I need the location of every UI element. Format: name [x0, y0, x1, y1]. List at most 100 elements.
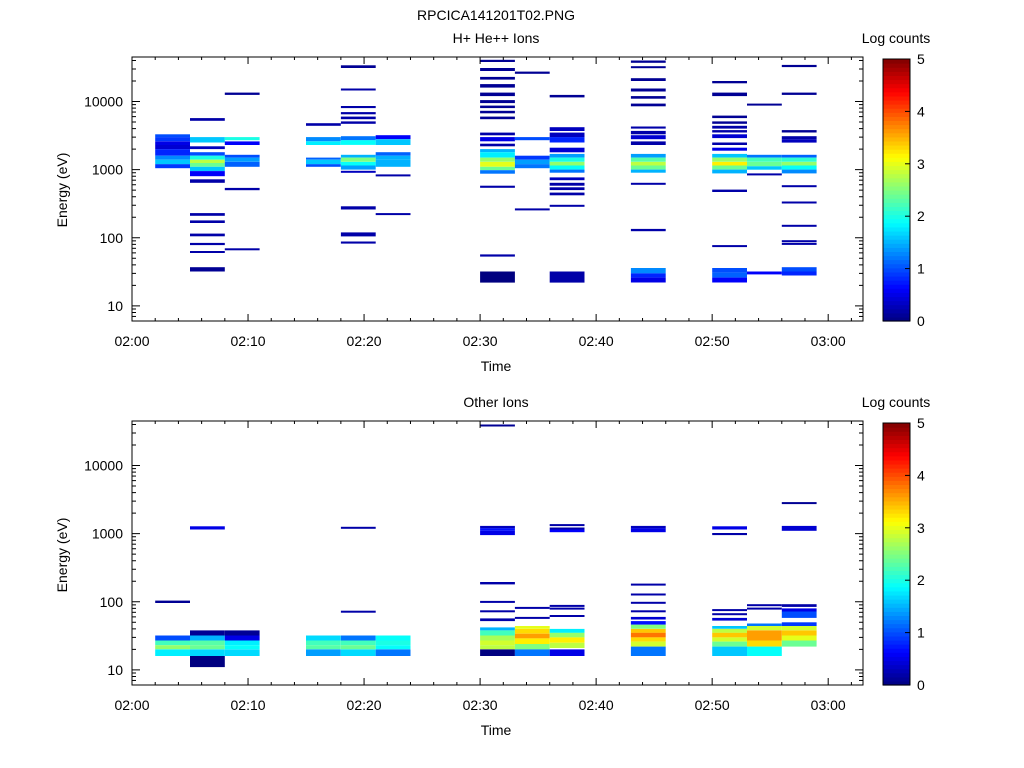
bottom-colorbar-step-62 — [883, 427, 910, 432]
bottom-cell-b8-c10 — [549, 649, 585, 656]
top-cell-b6-c11 — [480, 143, 515, 147]
top-cell-b9-c4 — [630, 96, 666, 99]
top-cell-b6-c18 — [480, 185, 515, 188]
bottom-colorbar-tick-label-0: 0 — [917, 677, 925, 693]
top-cell-b6-c14 — [480, 157, 515, 162]
bottom-colorbar-step-22 — [883, 590, 910, 596]
top-colorbar-step-4 — [883, 300, 910, 306]
top-colorbar-tick-label-4: 4 — [917, 103, 925, 119]
top-colorbar-step-33 — [883, 181, 910, 187]
top-colorbar-step-8 — [883, 284, 910, 289]
top-colorbar-step-38 — [883, 161, 910, 167]
bottom-axes: 02:00 02:10 02:20 02:30 02:40 02:50 03:00 10 100… — [84, 421, 863, 713]
top-cell-b6-c13 — [480, 152, 515, 158]
bottom-cell-b11-c3 — [747, 626, 782, 631]
top-cell-b12-c6 — [781, 157, 817, 162]
top-xtick-label-1: 02:10 — [231, 333, 266, 349]
top-cell-b9-c13 — [630, 165, 666, 170]
top-colorbar-step-10 — [883, 275, 910, 281]
bottom-colorbar-step-6 — [883, 656, 910, 662]
top-cell-b12-c10 — [781, 185, 817, 188]
top-colorbar-step-44 — [883, 136, 910, 142]
bottom-cell-b4-c1 — [340, 610, 376, 613]
top-cell-b8-c4 — [549, 147, 585, 153]
top-cell-b10-c3 — [712, 121, 747, 124]
top-cell-b11-c3 — [747, 161, 782, 167]
top-colorbar-step-41 — [883, 149, 910, 154]
bottom-colorbar-step-60 — [883, 435, 910, 440]
bottom-cell-b9-c7 — [630, 621, 666, 625]
bottom-colorbar-step-40 — [883, 517, 910, 522]
bottom-cell-b12-c3 — [781, 608, 817, 612]
top-cell-b6-c16 — [480, 166, 515, 171]
bottom-cell-b2-c1 — [224, 635, 260, 641]
top-cell-b10-c10 — [712, 157, 747, 162]
bottom-colorbar-step-36 — [883, 533, 910, 539]
bottom-cell-b12-c7 — [781, 630, 817, 636]
bottom-colorbar-step-3 — [883, 668, 910, 674]
top-xtick-label-2: 02:20 — [347, 333, 382, 349]
top-cell-b8-c2 — [549, 132, 585, 138]
bottom-xtick-label-3: 02:30 — [463, 697, 498, 713]
top-cell-b6-c10 — [480, 137, 515, 142]
top-colorbar: 0 1 2 3 4 5 — [882, 51, 925, 329]
bottom-cell-b1-c2 — [190, 635, 225, 641]
bottom-cell-b9-c9 — [630, 628, 666, 633]
bottom-cell-b11-c1 — [747, 607, 782, 610]
bottom-cell-b10-c6 — [712, 628, 747, 633]
top-panel: H+ He++ Ions Log counts 02:00 02:10 02:20 0… — [54, 30, 930, 374]
bottom-ytick-label-3: 10000 — [84, 458, 123, 474]
bottom-colorbar-step-31 — [883, 554, 910, 559]
top-cell-b9-c0 — [630, 60, 666, 63]
top-cell-b0-c4 — [155, 149, 190, 156]
bottom-cell-b8-c7 — [549, 632, 585, 638]
top-cell-b1-c0 — [190, 118, 225, 121]
bottom-cell-b12-c2 — [781, 604, 817, 607]
bottom-cell-b12-c1 — [781, 525, 817, 531]
top-cell-b8-c6 — [549, 157, 585, 162]
top-cell-b2-c0 — [224, 92, 260, 95]
bottom-cell-b6-c8 — [480, 627, 515, 631]
bottom-cell-b7-c2 — [514, 626, 550, 629]
bottom-cell-b12-c5 — [781, 622, 817, 627]
top-cell-b4-c0 — [340, 65, 376, 68]
top-colorbar-step-32 — [883, 185, 910, 191]
bottom-cell-b9-c0 — [630, 525, 666, 529]
top-cell-b4-c7 — [340, 140, 376, 145]
top-cell-b1-c13 — [190, 242, 225, 246]
top-cell-b8-c0 — [549, 94, 585, 98]
bottom-colorbar-step-38 — [883, 525, 910, 531]
top-colorbar-step-26 — [883, 210, 910, 216]
top-cell-b1-c6 — [190, 163, 225, 167]
bottom-cell-b10-c4 — [712, 617, 747, 621]
bottom-colorbar-step-58 — [883, 443, 910, 449]
bottom-colorbar-step-55 — [883, 455, 910, 461]
top-colorbar-step-12 — [883, 267, 910, 273]
top-colorbar-frame — [882, 58, 911, 322]
bottom-cell-b10-c8 — [712, 637, 747, 642]
bottom-cell-b10-c5 — [712, 626, 747, 629]
top-cell-b6-c3 — [480, 84, 515, 88]
top-colorbar-step-52 — [883, 104, 910, 109]
top-cell-b10-c11 — [712, 161, 747, 166]
top-colorbar-step-47 — [883, 124, 910, 130]
bottom-cell-b5-c0 — [375, 635, 411, 641]
bottom-colorbar-step-59 — [883, 439, 910, 445]
top-cell-b10-c9 — [712, 153, 747, 158]
top-colorbar-step-20 — [883, 235, 910, 240]
bottom-colorbar-step-27 — [883, 570, 910, 576]
top-colorbar-step-6 — [883, 292, 910, 298]
top-cell-b8-c10 — [549, 177, 585, 181]
top-cell-b7-c1 — [514, 137, 550, 141]
top-colorbar-step-34 — [883, 177, 910, 183]
top-colorbar-step-36 — [883, 169, 910, 175]
top-cell-b11-c6 — [747, 271, 782, 275]
bottom-cell-b3-c1 — [306, 640, 341, 646]
bottom-colorbar-step-10 — [883, 639, 910, 645]
bottom-cell-b12-c8 — [781, 635, 817, 641]
bottom-colorbar-tick-label-3: 3 — [917, 520, 925, 536]
bottom-cell-b6-c9 — [480, 630, 515, 636]
bottom-cell-b1-c6 — [190, 656, 225, 668]
bottom-cell-b4-c0 — [340, 526, 376, 529]
